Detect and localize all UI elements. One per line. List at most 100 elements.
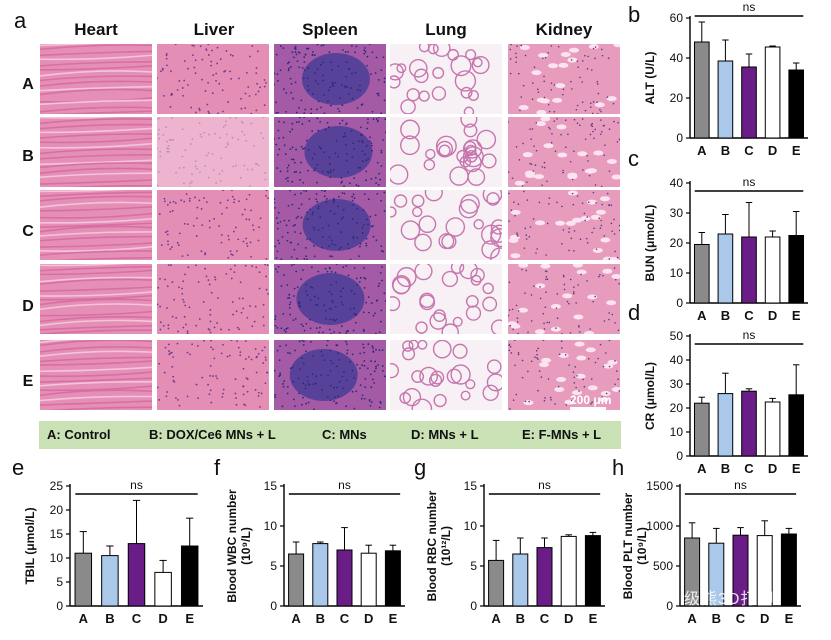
x-tick-label: C	[540, 611, 550, 626]
y-tick-label: 15	[264, 479, 278, 493]
bar-d	[764, 46, 781, 139]
bar-d	[764, 236, 781, 304]
tissue-image-heart-c	[40, 190, 152, 260]
x-tick-label: C	[132, 611, 142, 626]
y-tick-label: 30	[670, 377, 684, 391]
x-tick-label: A	[491, 611, 501, 626]
bar-b	[312, 543, 329, 607]
bar-a	[74, 552, 93, 607]
y-tick-label: 0	[666, 599, 673, 613]
y-tick-label: 0	[676, 296, 683, 310]
x-tick-label: D	[364, 611, 373, 626]
significance-label: ns	[743, 328, 756, 342]
x-tick-label: B	[516, 611, 525, 626]
bar-e	[384, 550, 401, 607]
tissue-image-kidney-d	[508, 264, 620, 334]
row-label-e: E	[22, 373, 34, 390]
panel-letter-a: a	[14, 8, 27, 33]
tissue-image-spleen-b	[274, 117, 386, 187]
bar-a	[693, 244, 710, 304]
x-tick-label: D	[768, 308, 777, 323]
x-tick-label: D	[760, 611, 769, 626]
x-tick-label: A	[79, 611, 89, 626]
y-axis-unit-label: (10⁹/L)	[635, 527, 649, 565]
y-tick-label: 500	[653, 559, 673, 573]
tissue-image-spleen-a	[274, 44, 386, 114]
x-tick-label: E	[792, 308, 801, 323]
y-tick-label: 20	[50, 503, 64, 517]
x-tick-label: C	[744, 143, 754, 158]
x-tick-label: C	[744, 461, 754, 476]
tissue-image-heart-b	[40, 117, 152, 187]
y-axis-label: ALT (U/L)	[643, 51, 657, 104]
significance-label: ns	[538, 478, 551, 492]
bar-c	[127, 543, 146, 607]
bar-e	[780, 533, 797, 607]
bar-d	[360, 552, 377, 607]
x-tick-label: B	[721, 143, 730, 158]
bar-b	[717, 60, 734, 139]
bar-a	[488, 559, 505, 607]
legend-item-d: D: MNs + L	[411, 427, 479, 442]
bar-a	[288, 553, 305, 607]
bar-e	[788, 235, 805, 304]
y-tick-label: 1000	[646, 519, 673, 533]
scale-bar-line	[570, 407, 606, 410]
significance-label: ns	[743, 175, 756, 189]
x-tick-label: C	[340, 611, 350, 626]
bar-c	[741, 390, 757, 457]
y-tick-label: 1500	[646, 479, 673, 493]
y-axis-label: BUN (μmol/L)	[643, 205, 657, 282]
y-tick-label: 0	[470, 599, 477, 613]
tissue-image-heart-d	[40, 264, 152, 334]
x-tick-label: A	[687, 611, 697, 626]
bar-b	[717, 393, 734, 457]
bar-b	[717, 233, 734, 304]
tissue-image-spleen-c	[274, 190, 386, 260]
x-tick-label: E	[389, 611, 398, 626]
y-axis-label: CR (μmol/L)	[643, 362, 657, 430]
row-label-b: B	[22, 148, 34, 165]
tissue-image-liver-c	[157, 190, 269, 260]
row-label-c: C	[22, 223, 34, 240]
x-tick-label: B	[721, 461, 730, 476]
legend-item-b: B: DOX/Ce6 MNs + L	[149, 427, 276, 442]
y-tick-label: 0	[270, 599, 277, 613]
tissue-image-liver-a	[157, 44, 269, 114]
tissue-image-lung-a	[390, 44, 502, 114]
bar-e	[788, 69, 805, 139]
y-tick-label: 50	[670, 329, 684, 343]
x-tick-label: A	[697, 461, 707, 476]
bar-c	[536, 547, 553, 607]
legend-item-e: E: F-MNs + L	[522, 427, 602, 442]
y-tick-label: 20	[670, 401, 684, 415]
tissue-image-lung-d	[390, 264, 502, 334]
significance-label: ns	[734, 478, 747, 492]
bar-d	[560, 535, 577, 607]
x-tick-label: D	[768, 143, 777, 158]
scale-bar-label: 200 μm	[570, 393, 612, 407]
y-axis-label: Blood PLT number	[621, 492, 635, 599]
bar-c	[336, 549, 353, 607]
chart-rbc: 0 5 10 15 Blood RBC number (10¹²/L) A B C D Ens	[425, 478, 605, 626]
y-axis-label: Blood RBC number	[425, 490, 439, 601]
x-tick-label: A	[291, 611, 301, 626]
watermark: 级熊3D打印	[684, 591, 775, 608]
y-tick-label: 10	[264, 519, 278, 533]
tissue-image-liver-d	[157, 264, 269, 334]
significance-label: ns	[338, 478, 351, 492]
y-tick-label: 5	[470, 559, 477, 573]
tissue-image-kidney-a	[508, 44, 620, 114]
x-tick-label: B	[721, 308, 730, 323]
row-label-a: A	[22, 76, 34, 93]
y-tick-label: 0	[56, 599, 63, 613]
panel-letter-c: c	[628, 146, 639, 171]
bar-c	[741, 66, 757, 139]
x-tick-label: E	[785, 611, 794, 626]
legend-item-a: A: Control	[47, 427, 111, 442]
significance-label: ns	[130, 478, 143, 492]
legend-item-c: C: MNs	[322, 427, 367, 442]
x-tick-label: D	[158, 611, 167, 626]
bar-a	[693, 41, 710, 139]
column-header-heart: Heart	[74, 20, 118, 39]
